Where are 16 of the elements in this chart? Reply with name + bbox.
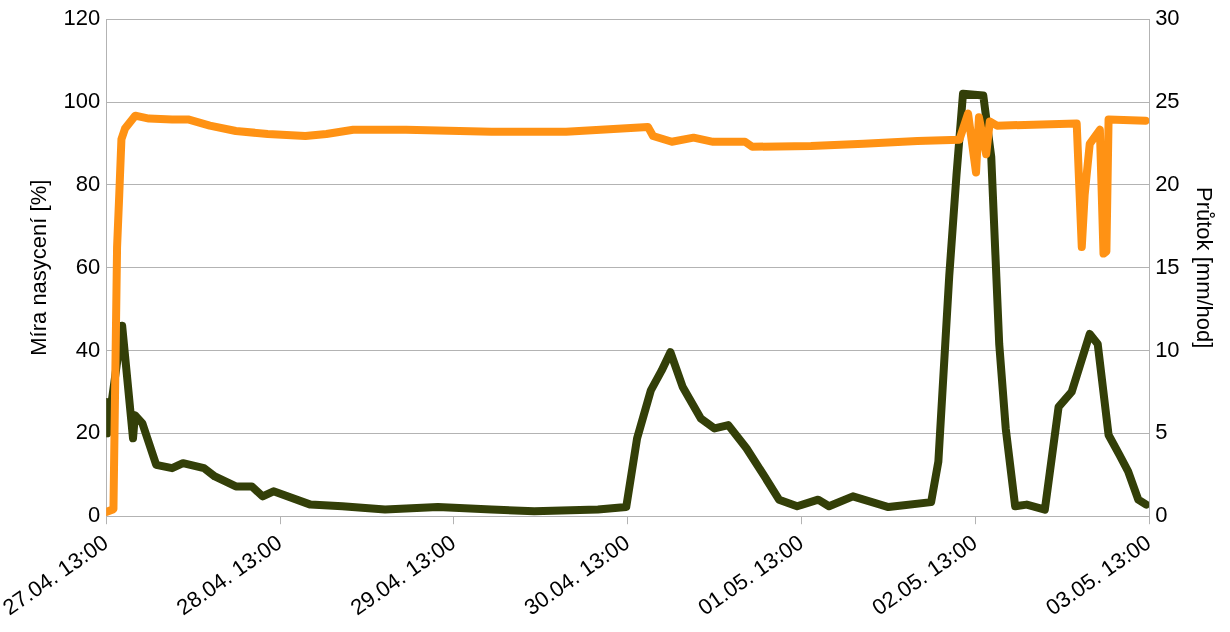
- y2-tick-label: 10: [1155, 336, 1180, 362]
- y2-tick-label: 5: [1155, 419, 1168, 445]
- y-axis-title: Míra nasycení [%]: [26, 179, 52, 356]
- y2-tick-label: 30: [1155, 5, 1180, 31]
- y2-tick-label: 0: [1155, 502, 1168, 528]
- y2-tick-label: 25: [1155, 88, 1180, 114]
- y-tick-label: 0: [87, 502, 101, 528]
- y-tick-label: 60: [75, 253, 101, 279]
- y-tick-label: 100: [63, 88, 101, 114]
- y-tick-label: 120: [63, 5, 101, 31]
- y-tick-label: 40: [75, 336, 101, 362]
- y2-axis-title: Průtok [mm/hod]: [1191, 187, 1217, 349]
- y-tick-label: 80: [75, 170, 101, 196]
- y2-tick-label: 15: [1155, 253, 1180, 279]
- y-tick-label: 20: [75, 419, 101, 445]
- y2-tick-label: 20: [1155, 170, 1180, 196]
